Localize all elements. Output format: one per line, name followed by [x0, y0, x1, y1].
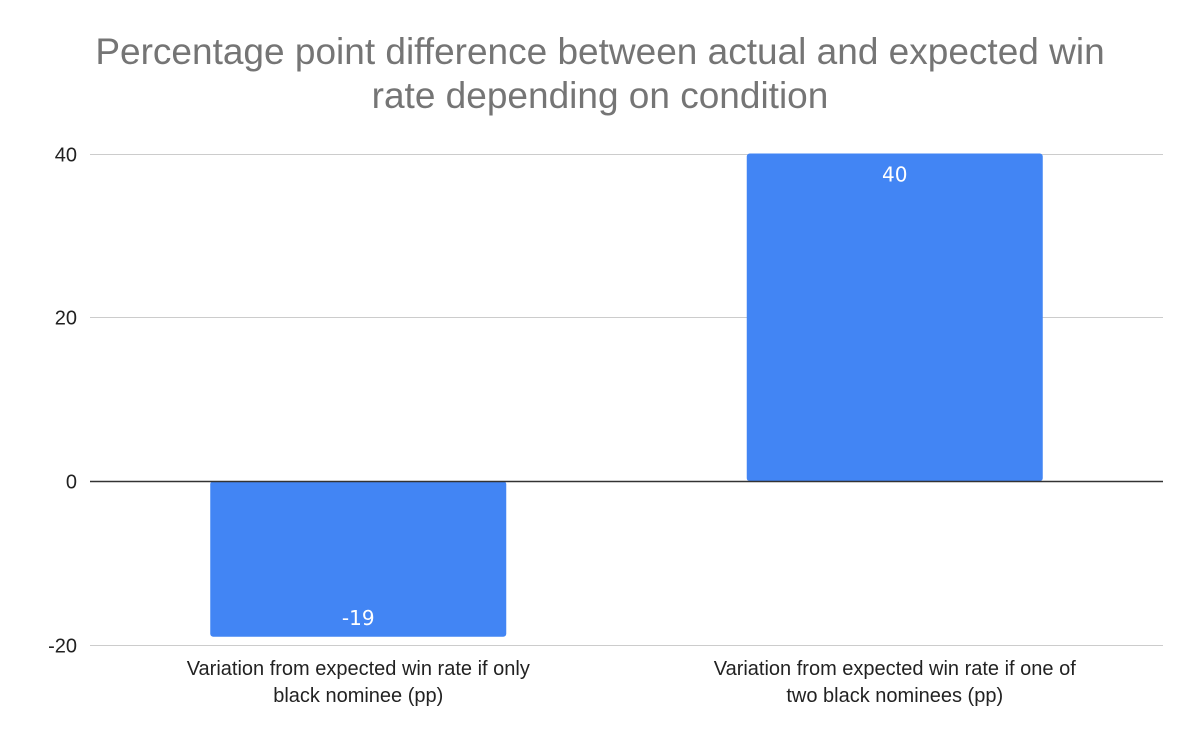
y-tick-label: -20	[48, 636, 77, 658]
bars	[210, 153, 1043, 637]
x-category-label: black nominee (pp)	[273, 685, 443, 707]
y-tick-label: 40	[55, 145, 77, 167]
chart-title-line-1: Percentage point difference between actu…	[95, 31, 1105, 72]
x-category-label: Variation from expected win rate if one …	[714, 658, 1076, 680]
chart-title: Percentage point difference between actu…	[0, 30, 1200, 118]
bar	[210, 481, 507, 637]
y-axis-ticks: -20 0 20 40	[48, 145, 77, 658]
y-tick-label: 0	[66, 472, 77, 494]
y-tick-label: 20	[55, 308, 77, 330]
data-label: 40	[882, 163, 907, 187]
x-axis-categories: Variation from expected win rate if only…	[187, 658, 1077, 707]
data-labels: -19 40	[342, 163, 908, 630]
bar	[746, 153, 1043, 482]
x-category-label: two black nominees (pp)	[786, 685, 1003, 707]
data-label: -19	[342, 606, 375, 630]
chart-title-line-2: rate depending on condition	[371, 75, 829, 116]
x-category-label: Variation from expected win rate if only	[187, 658, 530, 680]
